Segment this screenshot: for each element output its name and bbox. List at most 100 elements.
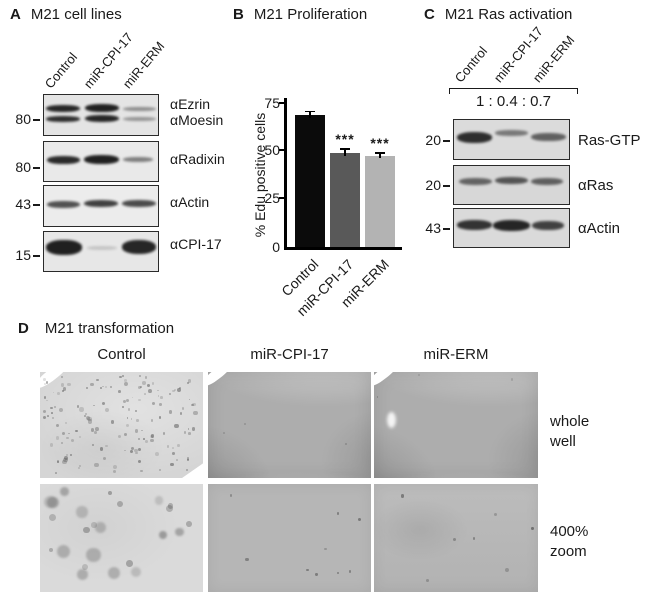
colony-dot xyxy=(109,385,112,388)
mw-43-a-tick xyxy=(33,204,40,206)
panel-c-letter: C xyxy=(424,6,435,23)
colony-dot xyxy=(150,434,155,439)
colony-dot xyxy=(136,419,139,422)
row-label-400-zoom: 400% zoom xyxy=(550,523,589,560)
colony-dot xyxy=(472,537,476,540)
colony-dot xyxy=(159,396,163,399)
colony-dot xyxy=(44,495,58,509)
colony-dot xyxy=(123,433,127,436)
colony-dot xyxy=(124,449,126,452)
colony-dot xyxy=(63,457,68,463)
colony-dot xyxy=(86,547,101,563)
colony-dot xyxy=(86,416,91,421)
bar-group-control xyxy=(295,100,325,247)
colony-dot xyxy=(348,570,352,573)
blot-ezrin-moesin xyxy=(43,94,159,136)
colony-dot xyxy=(141,429,144,432)
colony-dot xyxy=(186,457,190,460)
colony-dot xyxy=(193,411,198,416)
protein-band xyxy=(495,177,528,184)
colony-dot xyxy=(53,406,56,409)
colony-dot xyxy=(60,376,63,379)
panel-d-col-label-control: Control xyxy=(97,346,146,363)
colony-dot xyxy=(165,504,173,513)
protein-band xyxy=(121,200,156,207)
colony-dot xyxy=(65,422,67,424)
colony-dot xyxy=(71,438,75,442)
colony-dot xyxy=(46,399,49,402)
colony-dot xyxy=(105,408,110,413)
colony-dot xyxy=(91,443,95,447)
colony-dot xyxy=(55,423,59,427)
colony-dot xyxy=(68,432,70,435)
colony-dot xyxy=(122,405,125,409)
colony-dot xyxy=(191,403,194,407)
colony-dot xyxy=(50,407,53,410)
colony-dot xyxy=(83,414,87,418)
colony-dot xyxy=(172,452,175,456)
colony-dot xyxy=(102,385,104,388)
colony-dot xyxy=(493,513,497,517)
colony-dot xyxy=(117,434,122,439)
colony-dot xyxy=(79,465,82,468)
panel-d-col-label-mir-cpi-17: miR-CPI-17 xyxy=(250,346,329,363)
colony-dot xyxy=(43,409,47,413)
mw-43-a: 43 xyxy=(15,196,31,212)
y-tickmark-25 xyxy=(279,197,284,199)
colony-dot xyxy=(57,460,60,463)
colony-dot xyxy=(149,434,153,438)
colony-dot xyxy=(137,437,141,441)
colony-dot xyxy=(158,415,162,419)
colony-dot xyxy=(123,400,126,404)
bar-mir-erm xyxy=(365,155,395,247)
antibody-label-moesin: αMoesin xyxy=(170,112,224,128)
colony-dot xyxy=(60,486,69,496)
colony-dot xyxy=(102,456,107,461)
colony-dot xyxy=(345,443,348,446)
colony-dot xyxy=(126,560,134,568)
mw-80-1: 80 xyxy=(15,111,31,127)
errorbar-mir-cpi-17 xyxy=(344,149,346,156)
colony-dot xyxy=(191,427,195,431)
colony-dot xyxy=(121,374,124,378)
colony-dot xyxy=(177,388,182,393)
colony-dot xyxy=(144,375,148,379)
y-axis-line xyxy=(284,98,287,249)
protein-band xyxy=(495,130,528,136)
x-axis-line xyxy=(284,246,402,250)
panel-c-title: M21 Ras activation xyxy=(444,6,573,23)
errorbar-mir-erm xyxy=(379,153,381,158)
colony-dot xyxy=(62,390,64,392)
colony-dot xyxy=(336,512,339,515)
protein-band xyxy=(46,116,81,122)
colony-dot xyxy=(139,374,141,377)
colony-dot xyxy=(173,389,176,392)
bar-chart: *** *** xyxy=(286,100,402,247)
colony-dot xyxy=(135,410,138,413)
colony-dot xyxy=(47,414,49,417)
mw-20-2-tick xyxy=(443,185,450,187)
ratio-bracket xyxy=(449,88,578,94)
control-whole-well-image xyxy=(40,372,203,478)
colony-dot xyxy=(186,468,189,471)
colony-dot xyxy=(315,573,318,576)
colony-dot xyxy=(137,386,142,390)
colony-dot xyxy=(53,391,55,394)
panel-a-letter: A xyxy=(10,6,21,23)
antibody-label-actin-a: αActin xyxy=(170,194,210,210)
colony-dot xyxy=(66,436,69,439)
colony-dot xyxy=(94,462,99,467)
protein-band xyxy=(458,178,492,185)
colony-dot xyxy=(176,459,178,461)
colony-dot xyxy=(77,466,80,470)
colony-dot xyxy=(105,444,108,448)
colony-dot xyxy=(60,441,64,445)
colony-dot xyxy=(124,381,129,386)
panel-c-header: C M21 Ras activation xyxy=(424,6,572,23)
mw-20-1: 20 xyxy=(425,132,441,148)
colony-dot xyxy=(51,417,54,420)
colony-dot xyxy=(117,389,121,393)
colony-dot xyxy=(167,503,174,509)
antibody-label-ezrin: αEzrin xyxy=(170,96,210,112)
